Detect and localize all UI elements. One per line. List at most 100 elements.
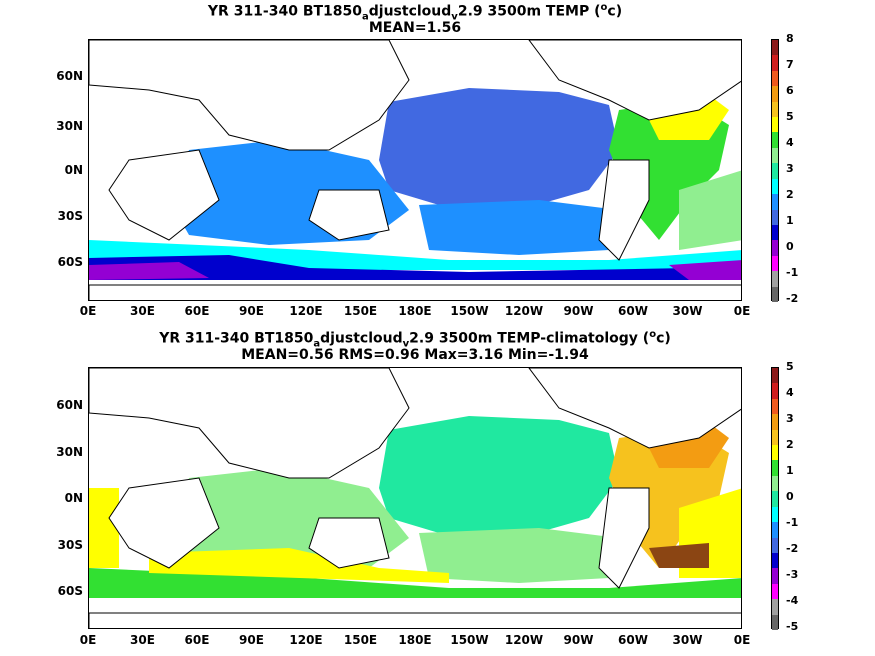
panel1-title: YR 311-340 BT1850adjustcloudv2.9 3500m T… — [207, 2, 623, 23]
colorbar-tick-label: -2 — [786, 542, 799, 555]
xtick-label: 150E — [343, 633, 378, 647]
xtick-label: 30E — [130, 304, 155, 318]
colorbar-segment — [772, 414, 778, 431]
panel1-map — [88, 39, 742, 301]
xtick-label: 180E — [398, 633, 432, 647]
panel1-ytick: 30N — [56, 119, 83, 133]
panel1-ytick: 60N — [56, 69, 83, 83]
colorbar-segment — [772, 506, 778, 523]
xtick-label: 120E — [289, 633, 323, 647]
xtick-label: 60W — [618, 633, 648, 647]
panel2-land — [89, 368, 741, 628]
colorbar-segment — [772, 209, 778, 226]
colorbar-segment — [772, 445, 778, 461]
panel2-field-svg — [89, 368, 741, 628]
panel2-subtitle: MEAN=0.56 RMS=0.96 Max=3.16 Min=-1.94 — [241, 347, 589, 363]
colorbar-tick-label: 2 — [786, 188, 794, 201]
panel1-land — [89, 40, 741, 300]
xtick-label: 90E — [239, 304, 264, 318]
colorbar-segment — [772, 460, 778, 477]
colorbar-tick-label: -5 — [786, 620, 799, 633]
colorbar-tick-label: 8 — [786, 32, 794, 45]
panel1-ytick: 60S — [57, 255, 83, 269]
colorbar-segment — [772, 475, 778, 492]
panel2-ytick: 30S — [57, 538, 83, 552]
colorbar-segment — [772, 537, 778, 554]
colorbar-segment — [772, 86, 778, 103]
colorbar-segment — [772, 398, 778, 415]
colorbar-segment — [772, 132, 778, 149]
xtick-label: 120W — [504, 633, 544, 647]
colorbar-tick-label: 6 — [786, 84, 794, 97]
panel2-colorbar — [771, 367, 779, 631]
colorbar-tick-label: -2 — [786, 292, 799, 305]
panel1-field-svg — [89, 40, 741, 300]
panel2-ytick: 60S — [57, 584, 83, 598]
panel2-ytick: 0N — [64, 491, 83, 505]
xtick-label: 120E — [289, 304, 323, 318]
colorbar-tick-label: 5 — [786, 110, 794, 123]
colorbar-tick-label: 2 — [786, 438, 794, 451]
xtick-label: 0E — [79, 633, 97, 647]
colorbar-tick-label: -1 — [786, 266, 799, 279]
xtick-label: 30W — [672, 304, 703, 318]
colorbar-segment — [772, 568, 778, 585]
xtick-label: 150W — [450, 633, 489, 647]
panel2-map — [88, 367, 742, 629]
xtick-label: 0E — [733, 304, 751, 318]
colorbar-segment — [772, 240, 778, 257]
colorbar-segment — [772, 271, 778, 288]
xtick-label: 150E — [343, 304, 378, 318]
xtick-label: 90W — [563, 304, 594, 318]
colorbar-tick-label: 7 — [786, 58, 794, 71]
xtick-label: 0E — [79, 304, 97, 318]
colorbar-tick-label: 4 — [786, 136, 794, 149]
colorbar-tick-label: 3 — [786, 162, 794, 175]
colorbar-segment — [772, 583, 778, 600]
colorbar-tick-label: 4 — [786, 386, 794, 399]
panel1-colorbar — [771, 39, 779, 303]
colorbar-tick-label: 1 — [786, 214, 794, 227]
panel1-ytick: 0N — [64, 163, 83, 177]
colorbar-segment — [772, 101, 778, 118]
colorbar-segment — [772, 55, 778, 72]
panel2-ytick: 60N — [56, 398, 83, 412]
xtick-label: 60E — [184, 633, 210, 647]
colorbar-tick-label: 0 — [786, 490, 794, 503]
colorbar-segment — [772, 224, 778, 241]
colorbar-tick-label: 0 — [786, 240, 794, 253]
colorbar-segment — [772, 194, 778, 211]
colorbar-segment — [772, 491, 778, 508]
colorbar-segment — [772, 70, 778, 87]
colorbar-segment — [772, 552, 778, 569]
xtick-label: 90W — [563, 633, 594, 647]
xtick-label: 150W — [450, 304, 489, 318]
colorbar-segment — [772, 178, 778, 195]
colorbar-tick-label: -4 — [786, 594, 799, 607]
xtick-label: 120W — [504, 304, 544, 318]
xtick-label: 0E — [733, 633, 751, 647]
colorbar-tick-label: -1 — [786, 516, 799, 529]
panel1-subtitle: MEAN=1.56 — [368, 20, 462, 36]
xtick-label: 180E — [398, 304, 432, 318]
xtick-label: 90E — [239, 633, 264, 647]
colorbar-tick-label: 5 — [786, 360, 794, 373]
colorbar-segment — [772, 522, 778, 539]
colorbar-segment — [772, 599, 778, 616]
colorbar-segment — [772, 163, 778, 180]
panel2-ytick: 30N — [56, 445, 83, 459]
panel1-ytick: 30S — [57, 209, 83, 223]
colorbar-segment — [772, 147, 778, 164]
colorbar-segment — [772, 368, 778, 384]
colorbar-tick-label: -3 — [786, 568, 799, 581]
xtick-label: 60E — [184, 304, 210, 318]
colorbar-segment — [772, 429, 778, 446]
colorbar-segment — [772, 255, 778, 272]
colorbar-segment — [772, 383, 778, 400]
xtick-label: 30E — [130, 633, 155, 647]
panel2-title: YR 311-340 BT1850adjustcloudv2.9 3500m T… — [159, 329, 671, 350]
xtick-label: 30W — [672, 633, 703, 647]
colorbar-segment — [772, 40, 778, 56]
colorbar-segment — [772, 286, 778, 303]
xtick-label: 60W — [618, 304, 648, 318]
